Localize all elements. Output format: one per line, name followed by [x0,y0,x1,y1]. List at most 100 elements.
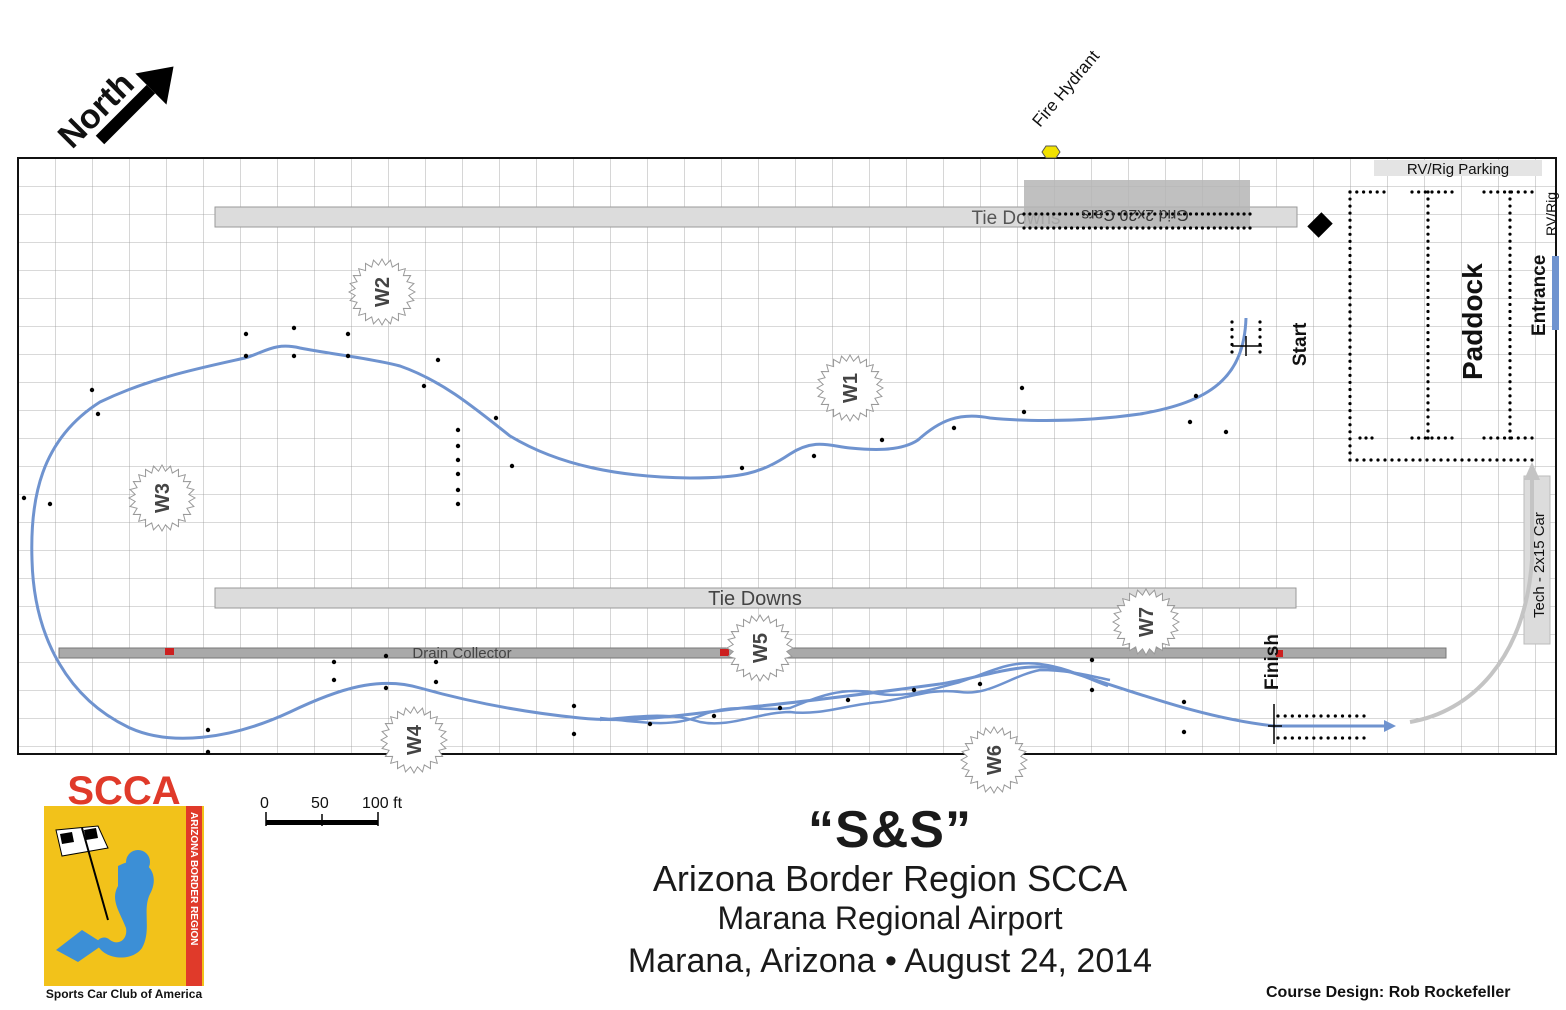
chute-dot [1355,714,1359,718]
grid-dot [1141,226,1145,230]
worker-station-w5: W5 [725,613,795,683]
grid-dot [1218,212,1222,216]
grid-dot [1206,226,1210,230]
grid-dot [1147,212,1151,216]
cone [951,425,957,431]
cone [509,463,515,469]
cone [331,677,337,683]
cone [879,437,885,443]
paddock-dot [1430,436,1434,440]
paddock-dot [1508,190,1512,194]
paddock-dot [1430,190,1434,194]
paddock-dot [1348,416,1352,420]
grid-dot [1069,226,1074,230]
paddock-dot [1348,345,1352,349]
chute-dot [1362,714,1366,718]
worker-badge-icon [1111,587,1181,657]
grid-dot [1123,226,1127,230]
start-label: Start [1290,322,1311,366]
cone [1089,687,1095,693]
paddock-dot [1508,309,1512,314]
chute-dot [1348,714,1352,718]
cone [739,465,745,471]
grid-dot [1040,226,1044,230]
paddock-dot [1426,295,1430,300]
logo-bottom-text: Sports Car Club of America [46,987,203,1001]
grid-dot [1058,212,1062,216]
worker-label: W2 [372,277,394,307]
start-dot [1258,327,1262,332]
paddock-dot [1446,458,1450,462]
grid-dot [1224,226,1228,230]
paddock-dot [1426,387,1430,391]
paddock-dot [1508,274,1512,278]
chute-dot [1312,736,1316,740]
cone [977,681,983,687]
grid-dot [1034,212,1038,216]
grid-dot [1212,212,1216,216]
paddock-dot [1348,373,1352,377]
course-line [30,317,1385,740]
paddock-dot [1362,190,1366,194]
worker-badge-icon [379,705,449,775]
paddock-dot [1474,458,1478,462]
worker-station-w4: W4 [379,705,449,775]
slalom-line-a [599,662,1109,725]
paddock-dot [1426,345,1430,349]
grid-dot [1159,212,1163,216]
paddock-dot [1348,458,1352,462]
paddock-dot [1508,253,1512,257]
event-title: “S&S” [808,801,972,859]
grid-dot [1087,226,1092,230]
chute-dot [1290,736,1294,740]
tie-downs-mid-area [214,587,1297,609]
paddock-dot [1426,197,1430,201]
paddock-dot [1482,436,1486,440]
grid-dot [1236,226,1240,230]
paddock-dot [1489,436,1493,440]
paddock-dot [1348,225,1352,229]
grid-dot [1069,212,1074,216]
worker-station-w3: W3 [127,463,197,533]
grid-dot [1147,226,1151,230]
cone [455,471,461,477]
grid-dot [1046,212,1050,216]
worker-label: W1 [840,373,862,403]
paddock-dot [1508,401,1512,405]
paddock-dot [1426,267,1430,271]
cone [433,679,439,685]
paddock-dot [1348,275,1352,279]
grid-dot [1040,212,1044,216]
cone [47,501,53,507]
entrance-label: Entrance [1529,255,1550,336]
cone [571,703,577,709]
paddock-dot [1426,359,1430,363]
scale-tick-100: 100 ft [362,795,403,812]
paddock-dot [1348,282,1352,286]
cone [243,353,249,359]
paddock-dot [1530,190,1534,194]
grid-dot [1117,226,1121,230]
paddock-dot [1530,436,1534,440]
grid-dot [1105,212,1109,216]
start-dot [1258,350,1262,354]
paddock-dot [1516,436,1520,440]
paddock-dot [1348,444,1352,448]
paddock-dot [1432,458,1436,462]
paddock-dot [1348,190,1352,194]
cone [455,443,461,449]
paddock-dot [1467,458,1471,462]
cone [845,697,851,703]
grid-dot [1135,226,1139,230]
grid-dot [1028,226,1032,230]
paddock-dot [1508,260,1512,264]
chute-dot [1326,714,1330,718]
paddock-dot [1489,190,1493,194]
paddock-dot [1509,458,1513,462]
start-dot [1230,320,1234,324]
paddock-dot [1523,436,1527,440]
paddock-dot [1423,436,1427,440]
chute-dot [1340,714,1345,718]
car-icon [1307,212,1333,238]
paddock-dot [1508,387,1512,391]
